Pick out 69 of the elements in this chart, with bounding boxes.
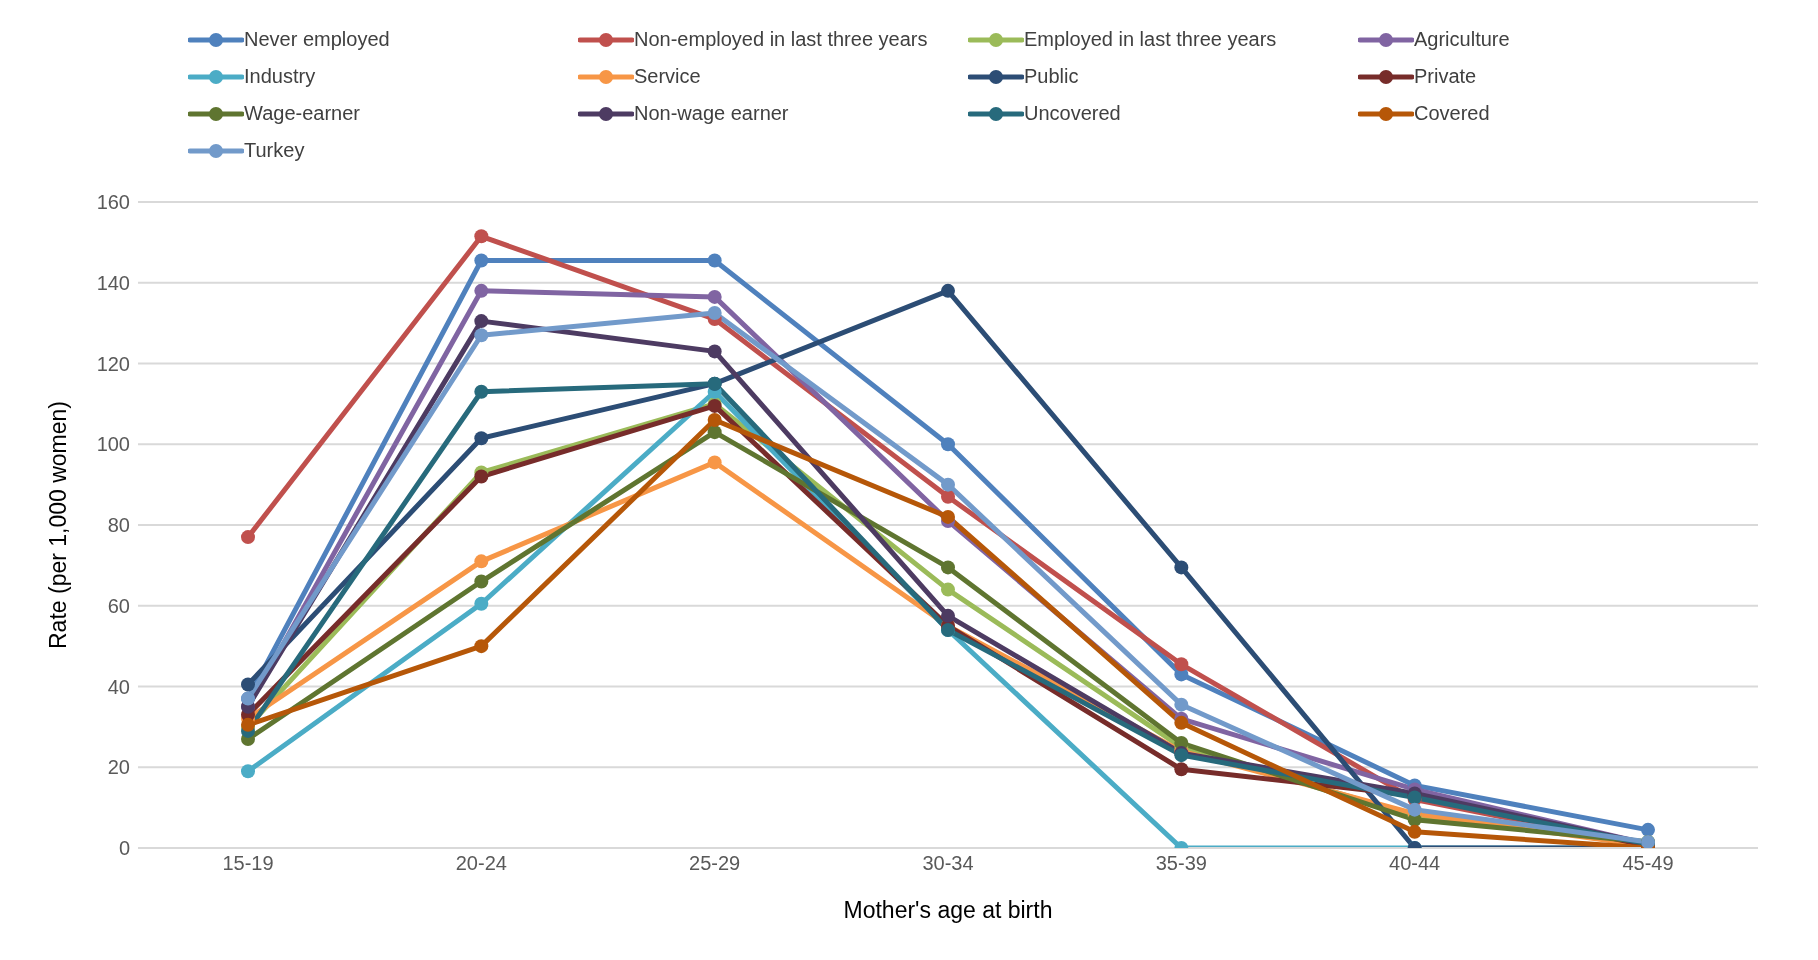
legend-label: Agriculture — [1414, 28, 1510, 51]
point — [474, 639, 489, 654]
point — [941, 437, 955, 452]
point — [941, 582, 955, 597]
x-tick-label: 35-39 — [1155, 852, 1207, 875]
point — [474, 328, 489, 343]
legend-label: Non-employed in last three years — [634, 28, 928, 51]
y-tick-label: 80 — [107, 514, 130, 537]
point — [474, 384, 489, 399]
point — [1174, 697, 1189, 712]
point — [1407, 802, 1422, 817]
point — [941, 608, 955, 623]
point — [474, 283, 489, 298]
point — [941, 489, 955, 504]
point — [707, 306, 722, 321]
x-tick-label: 45-49 — [1622, 852, 1674, 875]
x-tick-label: 25-29 — [689, 852, 741, 875]
point — [474, 469, 489, 484]
legend-label: Industry — [244, 65, 316, 88]
y-axis-title: Rate (per 1,000 women) — [45, 400, 72, 650]
legend-label: Never employed — [244, 28, 390, 51]
point — [707, 455, 722, 470]
y-tick-label: 160 — [96, 191, 130, 214]
point — [1641, 822, 1655, 837]
legend-label: Wage-earner — [244, 102, 360, 125]
point — [1174, 560, 1189, 575]
point — [941, 477, 955, 492]
y-tick-label: 100 — [96, 433, 130, 456]
legend-label: Public — [1024, 65, 1079, 88]
point — [474, 229, 489, 244]
x-tick-label: 40-44 — [1389, 852, 1441, 875]
legend-label: Employed in last three years — [1024, 28, 1277, 51]
legend-label: Private — [1414, 65, 1477, 88]
y-tick-label: 20 — [107, 756, 130, 779]
point — [474, 596, 489, 611]
point — [707, 425, 722, 440]
point — [474, 574, 489, 589]
point — [474, 314, 489, 329]
x-tick-label: 20-24 — [455, 852, 507, 875]
y-tick-label: 60 — [107, 594, 130, 617]
legend-label: Service — [634, 65, 701, 88]
point — [474, 554, 489, 569]
x-tick-label: 15-19 — [222, 852, 274, 875]
point — [941, 283, 955, 298]
point — [241, 677, 255, 692]
y-tick-label: 40 — [107, 675, 130, 698]
point — [241, 530, 255, 545]
y-tick-label: 120 — [96, 352, 130, 375]
point — [941, 509, 955, 524]
legend-label: Uncovered — [1024, 102, 1121, 125]
point — [941, 560, 955, 575]
point — [474, 431, 489, 446]
x-tick-label: 30-34 — [922, 852, 974, 875]
point — [1407, 824, 1422, 839]
point — [707, 289, 722, 304]
point — [1174, 657, 1189, 672]
point — [707, 344, 722, 359]
y-tick-label: 140 — [96, 271, 130, 294]
point — [707, 253, 722, 268]
legend-label: Non-wage earner — [634, 102, 789, 125]
legend-label: Covered — [1414, 102, 1490, 125]
point — [1174, 762, 1189, 777]
legend-label: Turkey — [244, 139, 305, 162]
point — [1174, 715, 1189, 730]
point — [241, 764, 255, 779]
point — [707, 413, 722, 428]
x-axis-title: Mother's age at birth — [843, 897, 1053, 923]
y-tick-label: 0 — [118, 837, 130, 860]
point — [474, 253, 489, 268]
